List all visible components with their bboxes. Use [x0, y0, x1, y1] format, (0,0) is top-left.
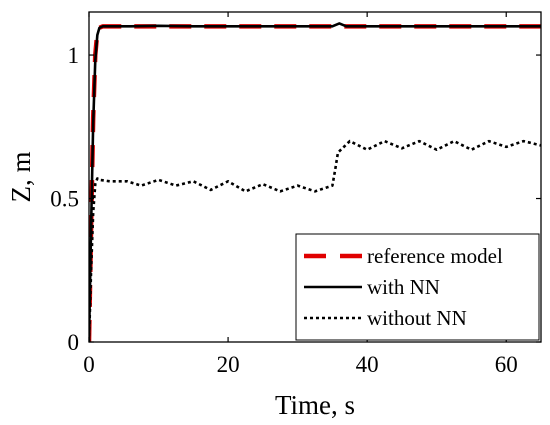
y-tick-label: 0 [68, 330, 80, 355]
x-tick-label: 60 [495, 352, 518, 377]
legend-label: without NN [367, 306, 467, 330]
legend-entries: reference model with NN without NN [304, 244, 503, 330]
plot-area-frame [88, 11, 542, 343]
tick-layer: 0 20 40 60 0 0.5 1 [50, 12, 541, 377]
series-layer [89, 22, 541, 342]
legend-label: with NN [367, 275, 440, 299]
series-line-without-nn [89, 139, 541, 342]
y-axis-label: Z, m [6, 152, 36, 203]
x-tick-label: 0 [83, 352, 95, 377]
y-tick-label: 1 [68, 43, 80, 68]
x-tick-label: 40 [356, 352, 379, 377]
legend: reference model with NN without NN [295, 233, 540, 341]
series-line-with-nn [89, 22, 541, 342]
legend-label: reference model [367, 244, 503, 268]
x-axis-label: Time, s [275, 390, 355, 420]
y-tick-label: 0.5 [50, 187, 79, 212]
x-tick-label: 20 [217, 352, 240, 377]
